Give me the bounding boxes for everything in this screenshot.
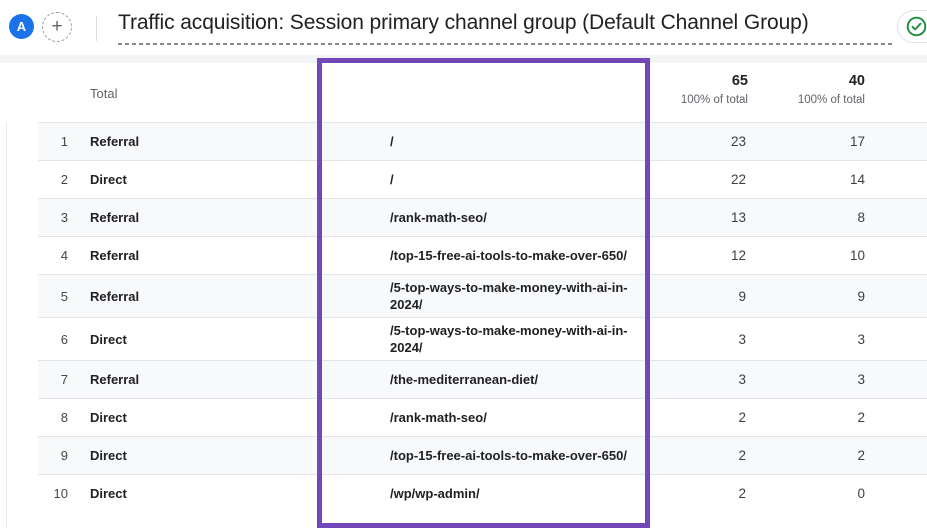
row-page-path: /: [390, 134, 394, 149]
totals-metric-1-pct: 100% of total: [680, 94, 748, 106]
row-metric1: 13: [730, 210, 746, 225]
totals-metric-2-pct: 100% of total: [797, 94, 865, 106]
row-channel: Referral: [90, 134, 140, 149]
toolbar-divider: [96, 16, 97, 41]
table-row: 1 Referral / 23 17: [38, 122, 927, 160]
table-row: 2 Direct / 22 14: [38, 160, 927, 198]
row-metric1: 22: [730, 172, 746, 187]
row-metric1: 2: [738, 486, 746, 501]
table-left-border: [6, 63, 7, 528]
row-channel: Referral: [90, 288, 140, 304]
table-row: 3 Referral /rank-math-seo/ 13 8: [38, 198, 927, 236]
table-row: 6 Direct /5-top-ways-to-make-money-with-…: [38, 317, 927, 360]
data-quality-badge[interactable]: [897, 10, 927, 43]
totals-metric-2-value: 40: [848, 73, 865, 89]
row-metric1: 3: [738, 372, 746, 387]
report-toolbar: A + Traffic acquisition: Session primary…: [0, 0, 927, 55]
row-rank: 4: [60, 248, 68, 263]
traffic-table: Total 65 100% of total 40 100% of total …: [0, 63, 927, 528]
row-rank: 7: [60, 372, 68, 387]
row-page-path: /5-top-ways-to-make-money-with-ai-in-202…: [390, 280, 628, 312]
row-page-path: /: [390, 172, 394, 187]
row-metric2: 3: [857, 372, 865, 387]
row-rank: 10: [53, 486, 68, 501]
row-metric1: 23: [730, 134, 746, 149]
table-row: 9 Direct /top-15-free-ai-tools-to-make-o…: [38, 436, 927, 474]
totals-metric-2: 40 100% of total: [748, 73, 865, 106]
row-channel: Referral: [90, 372, 140, 387]
table-row: 5 Referral /5-top-ways-to-make-money-wit…: [38, 274, 927, 317]
toolbar-table-gap: [0, 55, 927, 63]
row-channel: Direct: [90, 172, 127, 187]
check-circle-icon: [905, 15, 927, 38]
add-comparison-button[interactable]: +: [42, 12, 72, 42]
row-channel: Direct: [90, 448, 127, 463]
row-metric1: 3: [738, 331, 746, 347]
comparison-chip-avatar[interactable]: A: [9, 14, 34, 39]
row-metric2: 17: [849, 134, 865, 149]
row-page-path: /5-top-ways-to-make-money-with-ai-in-202…: [390, 323, 628, 355]
row-channel: Referral: [90, 210, 140, 225]
row-page-path: /rank-math-seo/: [390, 210, 487, 225]
row-page-path: /top-15-free-ai-tools-to-make-over-650/: [390, 448, 627, 463]
page-title[interactable]: Traffic acquisition: Session primary cha…: [118, 11, 809, 34]
table-totals-row: Total 65 100% of total 40 100% of total: [0, 63, 927, 122]
row-metric2: 14: [849, 172, 865, 187]
row-metric2: 8: [857, 210, 865, 225]
row-metric2: 0: [857, 486, 865, 501]
row-rank: 6: [60, 331, 68, 347]
row-page-path: /top-15-free-ai-tools-to-make-over-650/: [390, 248, 627, 263]
row-metric1: 9: [738, 288, 746, 304]
table-row: 10 Direct /wp/wp-admin/ 2 0: [38, 474, 927, 512]
row-channel: Referral: [90, 248, 140, 263]
title-dashed-underline: [118, 43, 894, 45]
row-channel: Direct: [90, 486, 127, 501]
row-metric1: 2: [738, 410, 746, 425]
row-page-path: /rank-math-seo/: [390, 410, 487, 425]
row-channel: Direct: [90, 331, 127, 347]
row-rank: 5: [60, 288, 68, 304]
row-rank: 9: [60, 448, 68, 463]
row-metric2: 2: [857, 448, 865, 463]
row-rank: 2: [60, 172, 68, 187]
table-row: 8 Direct /rank-math-seo/ 2 2: [38, 398, 927, 436]
row-rank: 1: [60, 134, 68, 149]
row-page-path: /the-mediterranean-diet/: [390, 372, 539, 387]
row-rank: 3: [60, 210, 68, 225]
table-row: 7 Referral /the-mediterranean-diet/ 3 3: [38, 360, 927, 398]
totals-label: Total: [90, 86, 118, 101]
table-rows: 1 Referral / 23 17 2 Direct / 22 14 3 Re…: [38, 122, 927, 512]
row-page-path: /wp/wp-admin/: [390, 486, 480, 501]
totals-metric-1-value: 65: [731, 73, 748, 89]
row-rank: 8: [60, 410, 68, 425]
row-metric2: 2: [857, 410, 865, 425]
row-metric1: 2: [738, 448, 746, 463]
table-row: 4 Referral /top-15-free-ai-tools-to-make…: [38, 236, 927, 274]
row-metric2: 10: [849, 248, 865, 263]
row-metric1: 12: [730, 248, 746, 263]
row-channel: Direct: [90, 410, 127, 425]
row-metric2: 9: [857, 288, 865, 304]
row-metric2: 3: [857, 331, 865, 347]
totals-metric-1: 65 100% of total: [560, 73, 748, 106]
